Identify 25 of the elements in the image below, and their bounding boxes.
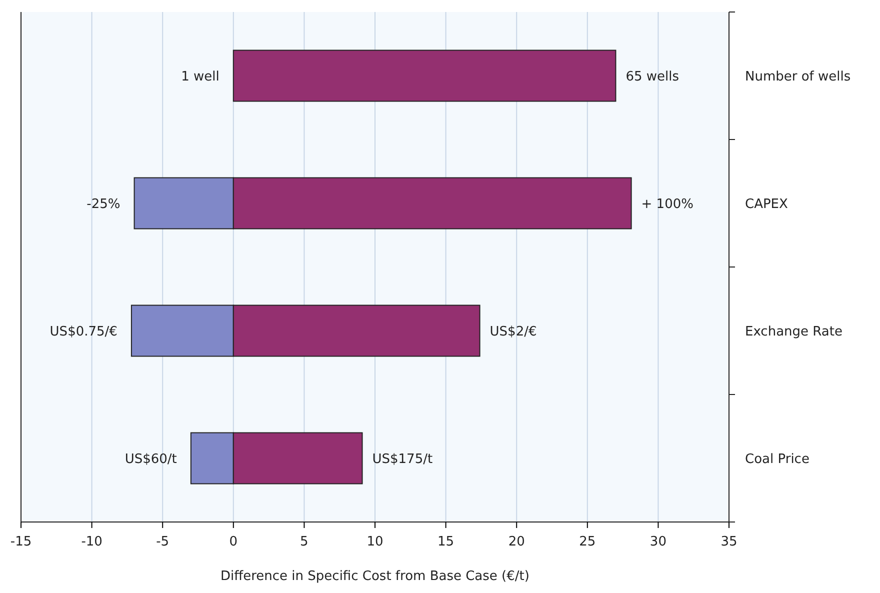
annotation: 1 well xyxy=(181,69,220,84)
annotation: US$60/t xyxy=(124,452,177,467)
x-tick-label: 35 xyxy=(720,534,738,550)
x-tick-label: 25 xyxy=(579,534,596,550)
y-tick-label: Coal Price xyxy=(745,452,810,467)
x-axis-title: Difference in Specific Cost from Base Case (€/t) xyxy=(220,569,530,584)
y-tick-label: Exchange Rate xyxy=(745,324,842,340)
x-tick-label: -15 xyxy=(10,534,32,550)
x-tick-label: 20 xyxy=(508,534,525,550)
x-tick-label: 5 xyxy=(300,534,308,550)
y-tick-label: CAPEX xyxy=(745,196,788,212)
x-tick-label: 15 xyxy=(438,534,454,550)
annotation: + 100% xyxy=(641,196,694,212)
x-tick-label: 30 xyxy=(650,534,666,550)
x-tick-label: 0 xyxy=(229,534,238,550)
annotation: US$175/t xyxy=(372,452,433,467)
x-tick-label: 10 xyxy=(366,534,384,550)
y-tick-label: Number of wells xyxy=(745,69,851,84)
x-tick-label: -10 xyxy=(81,534,102,550)
bar xyxy=(232,50,616,102)
annotation: -25% xyxy=(86,196,120,212)
x-tick-label: -5 xyxy=(156,534,170,550)
annotation: US$2/€ xyxy=(490,324,537,340)
annotation: US$0.75/€ xyxy=(50,324,118,340)
annotation: 65 wells xyxy=(626,69,680,84)
